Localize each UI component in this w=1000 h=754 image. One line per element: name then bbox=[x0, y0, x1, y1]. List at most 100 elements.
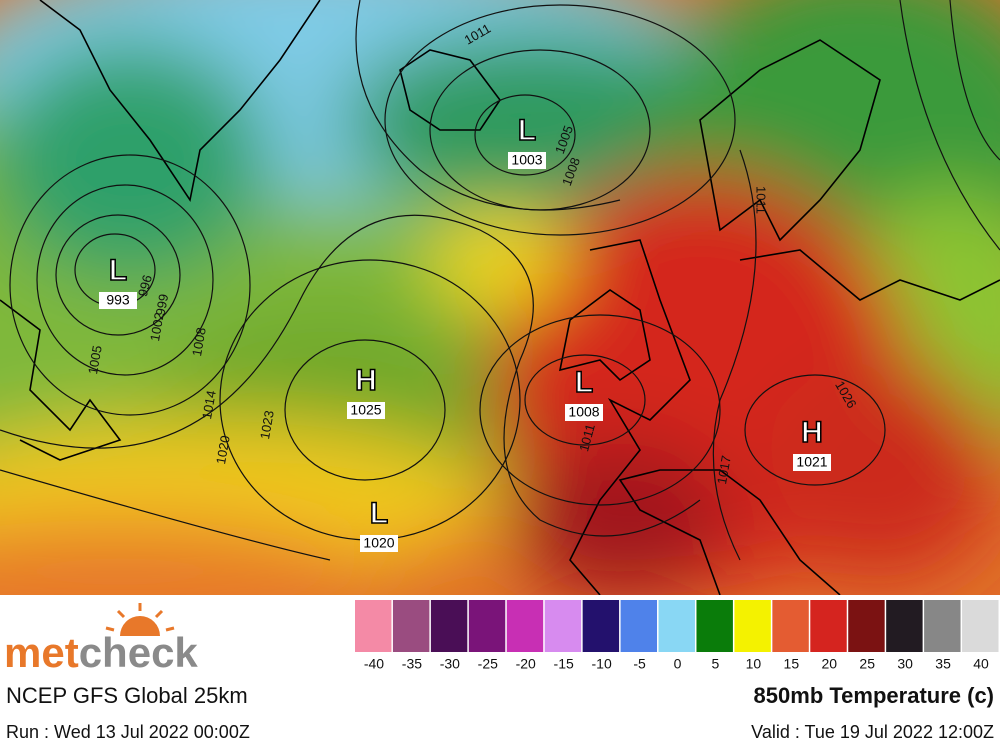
map-title: 850mb Temperature (c) bbox=[754, 683, 994, 708]
legend-swatch bbox=[810, 600, 847, 652]
legend-tick-label: -40 bbox=[364, 656, 384, 672]
coast bbox=[618, 469, 841, 595]
isobar bbox=[36, 184, 214, 376]
legend-swatch bbox=[696, 600, 733, 652]
legend-tick-label: 10 bbox=[746, 656, 762, 672]
ray bbox=[154, 609, 164, 619]
pressure-box bbox=[99, 292, 137, 309]
legend-swatch bbox=[392, 600, 430, 652]
ray bbox=[105, 626, 115, 632]
isobar-label: 1008 bbox=[189, 326, 209, 357]
coastlines bbox=[0, 0, 1000, 595]
pressure-value: 1021 bbox=[796, 454, 827, 470]
run-time: Run : Wed 13 Jul 2022 00:00Z bbox=[6, 722, 250, 742]
pressure-value: 1025 bbox=[350, 402, 381, 418]
legend-tick-label: 20 bbox=[821, 656, 837, 672]
isobar-label: 1005 bbox=[85, 344, 105, 375]
system-letter: L bbox=[370, 497, 388, 530]
coast bbox=[739, 249, 1000, 301]
pressure-box bbox=[508, 152, 546, 169]
legend-tick-label: -5 bbox=[633, 656, 646, 672]
isobars bbox=[0, 0, 1000, 561]
valid-time: Valid : Tue 19 Jul 2022 12:00Z bbox=[751, 722, 994, 742]
coast bbox=[558, 289, 651, 382]
isobar bbox=[9, 154, 251, 416]
isobar-label: 999 bbox=[153, 293, 172, 317]
coast bbox=[0, 299, 122, 461]
legend-swatch bbox=[582, 600, 620, 652]
brand-met: met bbox=[4, 629, 79, 676]
legend-tick-label: 40 bbox=[973, 656, 989, 672]
ray bbox=[165, 626, 175, 632]
isobar bbox=[55, 214, 181, 336]
isobar bbox=[474, 94, 576, 176]
legend-tick-label: -25 bbox=[478, 656, 498, 672]
system-letter: H bbox=[801, 416, 823, 449]
isobar-label: 1017 bbox=[714, 454, 734, 485]
coast bbox=[699, 39, 881, 242]
ray bbox=[116, 609, 126, 619]
isobar-label: 996 bbox=[135, 273, 155, 298]
coast bbox=[569, 239, 691, 595]
isobar-label: 1023 bbox=[257, 409, 277, 440]
coast bbox=[39, 0, 321, 203]
system-letter: H bbox=[355, 364, 377, 397]
isobar bbox=[524, 354, 646, 446]
isobar-label: 1020 bbox=[213, 434, 233, 465]
pressure-value: 1003 bbox=[511, 152, 542, 168]
isobar-label: 1002 bbox=[147, 311, 167, 342]
legend-tick-label: 25 bbox=[859, 656, 875, 672]
legend-tick-label: 0 bbox=[674, 656, 682, 672]
isobar-label: 1011 bbox=[754, 186, 769, 214]
legend-swatch bbox=[658, 600, 695, 652]
pressure-box bbox=[360, 535, 398, 552]
logo-rays bbox=[105, 603, 175, 632]
temperature-field bbox=[0, 0, 1000, 595]
coast bbox=[399, 49, 501, 131]
legend-swatch bbox=[848, 600, 885, 652]
pressure-value: 993 bbox=[106, 292, 130, 308]
isobar bbox=[744, 374, 886, 486]
isobar-label: 1011 bbox=[576, 422, 598, 453]
brand-check: check bbox=[79, 629, 199, 676]
pressure-value: 1008 bbox=[568, 404, 599, 420]
legend-swatch bbox=[620, 600, 658, 652]
legend-swatch bbox=[734, 600, 771, 652]
isobar-label: 1014 bbox=[199, 389, 219, 420]
isobar bbox=[0, 214, 701, 537]
legend-tick-label: -30 bbox=[440, 656, 460, 672]
pressure-value: 1020 bbox=[363, 535, 394, 551]
system-letter: L bbox=[518, 114, 536, 147]
legend-swatch bbox=[886, 600, 923, 652]
legend-tick-label: 35 bbox=[935, 656, 951, 672]
logo: metcheck bbox=[4, 603, 198, 676]
isobar bbox=[384, 4, 736, 236]
system-letter: L bbox=[109, 254, 127, 287]
legend-swatch bbox=[962, 600, 999, 652]
model-name: NCEP GFS Global 25km bbox=[6, 683, 248, 708]
legend-swatch bbox=[430, 600, 468, 652]
legend-swatch bbox=[355, 600, 392, 652]
isobar bbox=[284, 339, 446, 481]
system-letter: L bbox=[575, 366, 593, 399]
legend-swatch bbox=[924, 600, 961, 652]
legend-tick-label: -20 bbox=[516, 656, 536, 672]
legend-tick-label: 5 bbox=[712, 656, 720, 672]
isobar bbox=[712, 0, 1000, 561]
legend-tick-label: 30 bbox=[897, 656, 913, 672]
legend-tick-label: -10 bbox=[592, 656, 612, 672]
legend-tick-label: 15 bbox=[784, 656, 800, 672]
legend-tick-label: -15 bbox=[554, 656, 574, 672]
legend: -40 -35 -30 -25 -20 -15 -10 -5 0 5 10 15 20 25 30 35 40 bbox=[355, 600, 999, 672]
pressure-systems: L 993 L 1003 H 1025 L 1008 H 1021 L 1020 bbox=[99, 113, 831, 552]
pressure-box bbox=[793, 454, 831, 471]
legend-swatch bbox=[544, 600, 582, 652]
brand: metcheck bbox=[4, 629, 198, 676]
legend-swatch bbox=[468, 600, 506, 652]
legend-swatch bbox=[772, 600, 809, 652]
legend-tick-label: -35 bbox=[402, 656, 422, 672]
logo-sun bbox=[120, 616, 160, 636]
